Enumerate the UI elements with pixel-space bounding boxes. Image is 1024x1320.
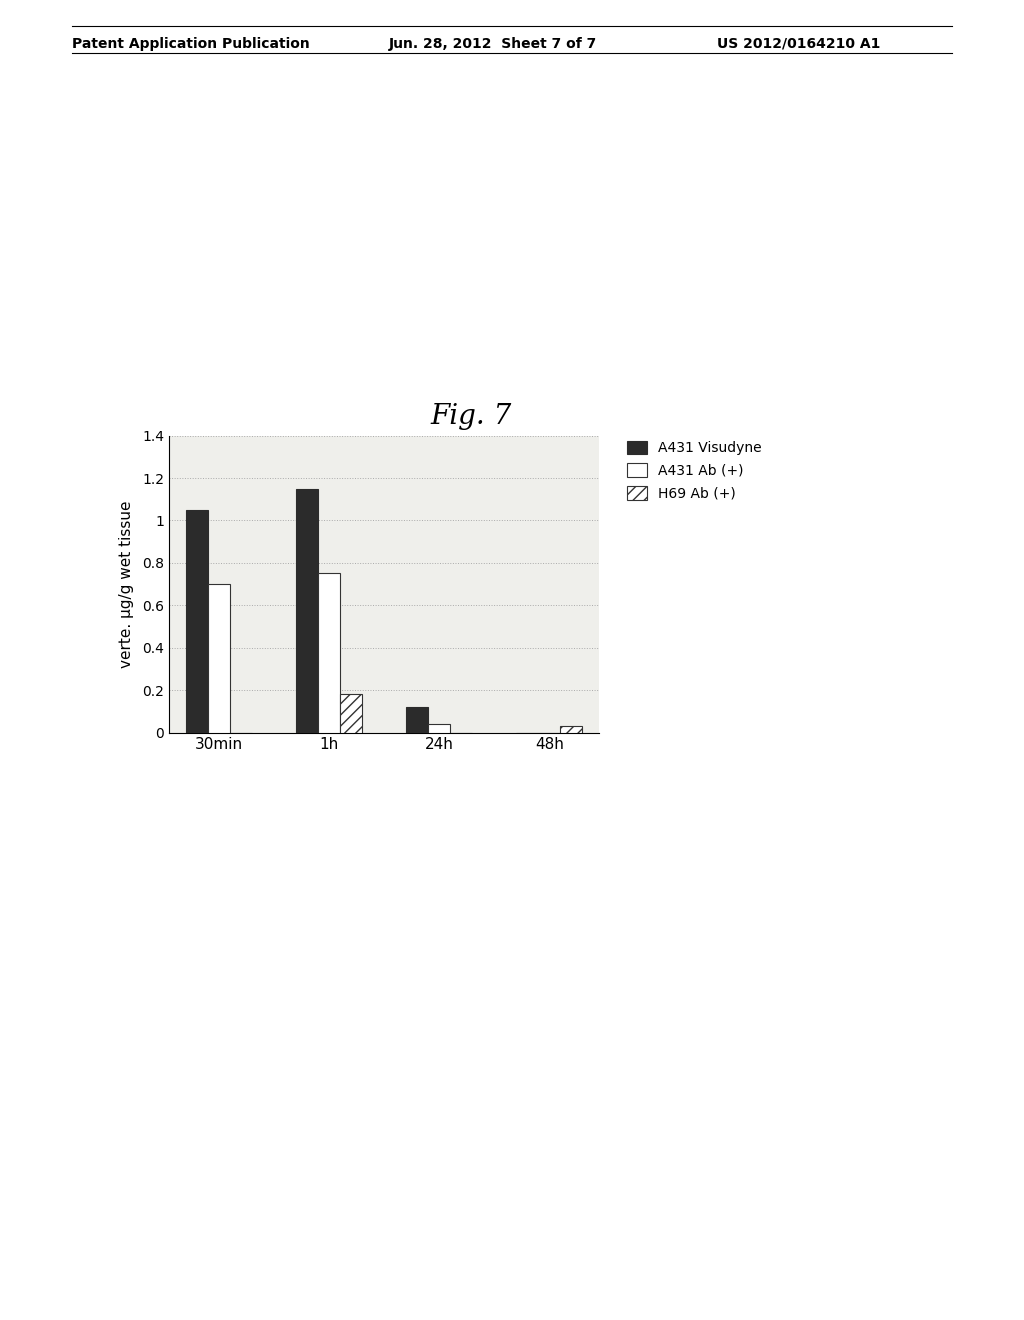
Bar (208, 583, 229, 733)
Bar (317, 573, 340, 733)
Bar (185, 510, 208, 733)
Bar (407, 708, 428, 733)
Text: US 2012/0164210 A1: US 2012/0164210 A1 (717, 37, 881, 51)
Bar (428, 725, 451, 733)
Text: Patent Application Publication: Patent Application Publication (72, 37, 309, 51)
Bar (560, 726, 583, 733)
Bar (340, 694, 361, 733)
Text: Fig. 7: Fig. 7 (430, 403, 511, 429)
Bar (296, 488, 317, 733)
Text: Jun. 28, 2012  Sheet 7 of 7: Jun. 28, 2012 Sheet 7 of 7 (389, 37, 597, 51)
Legend: A431 Visudyne, A431 Ab (+), H69 Ab (+): A431 Visudyne, A431 Ab (+), H69 Ab (+) (624, 437, 766, 504)
Y-axis label: verte. μg/g wet tissue: verte. μg/g wet tissue (119, 500, 134, 668)
